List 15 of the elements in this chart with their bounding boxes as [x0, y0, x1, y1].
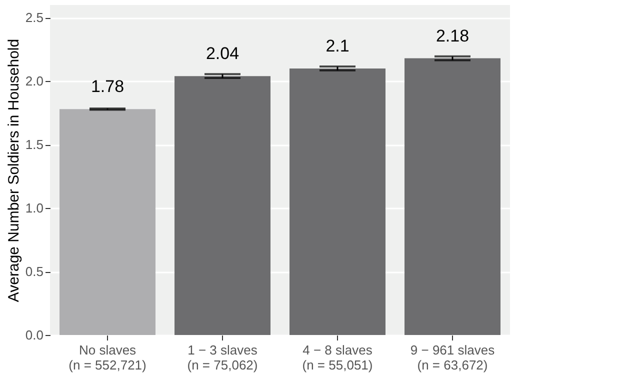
x-tick-label: 9 − 961 slaves (n = 63,672) — [410, 342, 496, 372]
data-label: 2.1 — [326, 36, 350, 56]
x-tick-label: 1 − 3 slaves (n = 75,062) — [187, 342, 258, 372]
y-tick-label: 1.5 — [25, 137, 44, 152]
y-tick-label: 2.5 — [25, 10, 44, 26]
y-tick-label: 0.0 — [25, 328, 44, 342]
y-tick-label: 2.0 — [25, 74, 44, 89]
data-label: 1.78 — [90, 77, 124, 96]
y-axis-title: Average Number Soldiers in Household — [5, 38, 22, 302]
data-label: 2.04 — [206, 44, 240, 64]
data-label: 2.18 — [436, 26, 470, 46]
y-tick-label: 0.5 — [25, 264, 44, 280]
x-tick-label: 4 − 8 slaves (n = 55,051) — [302, 342, 373, 372]
x-tick-label: No slaves (n = 552,721) — [68, 342, 146, 372]
y-tick-label: 1.0 — [25, 200, 44, 216]
